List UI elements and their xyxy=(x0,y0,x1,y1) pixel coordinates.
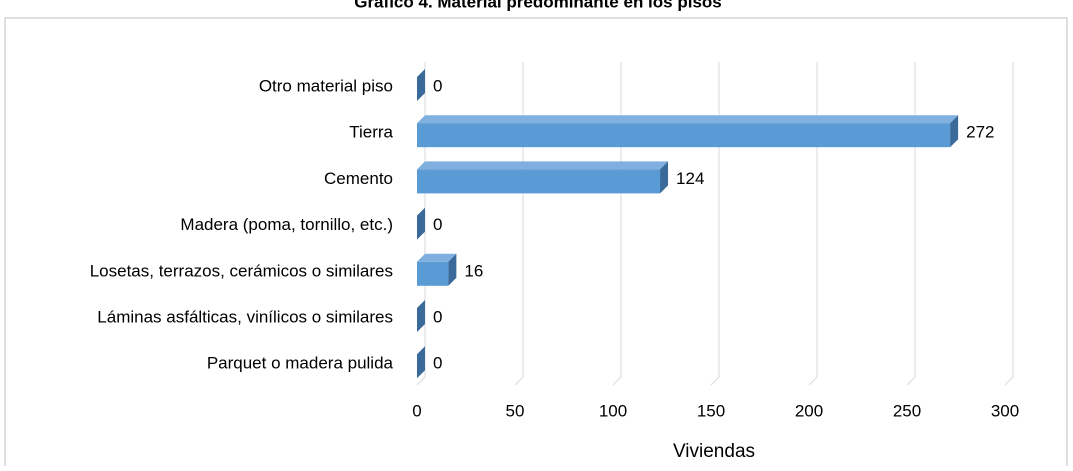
y-tick-label: Losetas, terrazos, cerámicos o similares xyxy=(90,261,393,280)
data-label: 0 xyxy=(433,76,442,95)
y-tick-label: Madera (poma, tornillo, etc.) xyxy=(180,215,393,234)
y-tick-label: Tierra xyxy=(349,123,393,142)
y-tick-label: Parquet o madera pulida xyxy=(207,354,394,373)
bar xyxy=(417,253,457,286)
bar-front xyxy=(417,261,449,286)
bar-side xyxy=(417,300,425,332)
bar-top xyxy=(417,115,959,124)
bar xyxy=(417,115,959,148)
bar-front xyxy=(417,123,951,148)
data-label: 0 xyxy=(433,354,442,373)
y-tick-label: Láminas asfálticas, vinílicos o similare… xyxy=(97,307,393,326)
x-axis-label: Viviendas xyxy=(673,441,755,462)
bar xyxy=(417,161,669,194)
x-tick-label: 150 xyxy=(697,401,725,420)
data-label: 0 xyxy=(433,215,442,234)
x-tick-label: 100 xyxy=(599,401,627,420)
bar-side xyxy=(448,253,457,286)
bar-top xyxy=(417,161,669,170)
bar xyxy=(417,69,425,101)
bar-side xyxy=(417,346,425,379)
y-tick-label: Cemento xyxy=(324,169,393,188)
grid-line xyxy=(612,376,622,386)
data-label: 124 xyxy=(676,169,704,188)
grid-line xyxy=(906,376,916,386)
grid-line xyxy=(1004,376,1014,386)
bar-side xyxy=(950,115,959,148)
bar xyxy=(417,300,425,332)
chart-title: Gráfico 4. Material predominante en los … xyxy=(354,0,721,11)
grid-line xyxy=(514,376,524,386)
bar-side xyxy=(417,207,425,240)
x-tick-label: 250 xyxy=(893,401,921,420)
grid-line xyxy=(416,376,426,386)
x-tick-label: 300 xyxy=(991,401,1019,420)
data-label: 16 xyxy=(464,261,483,280)
x-tick-label: 50 xyxy=(506,401,525,420)
bar xyxy=(417,207,425,240)
data-label: 0 xyxy=(433,307,442,326)
grid-line xyxy=(710,376,720,386)
bar-top xyxy=(417,253,457,262)
data-label: 272 xyxy=(966,123,994,142)
x-tick-label: 200 xyxy=(795,401,823,420)
y-tick-label: Otro material piso xyxy=(259,76,393,95)
bar-side xyxy=(660,161,669,194)
grid-line xyxy=(808,376,818,386)
bar-side xyxy=(417,69,425,101)
bar-front xyxy=(417,169,661,194)
bar xyxy=(417,346,425,379)
x-tick-label: 0 xyxy=(412,401,421,420)
chart-frame xyxy=(4,17,1068,471)
